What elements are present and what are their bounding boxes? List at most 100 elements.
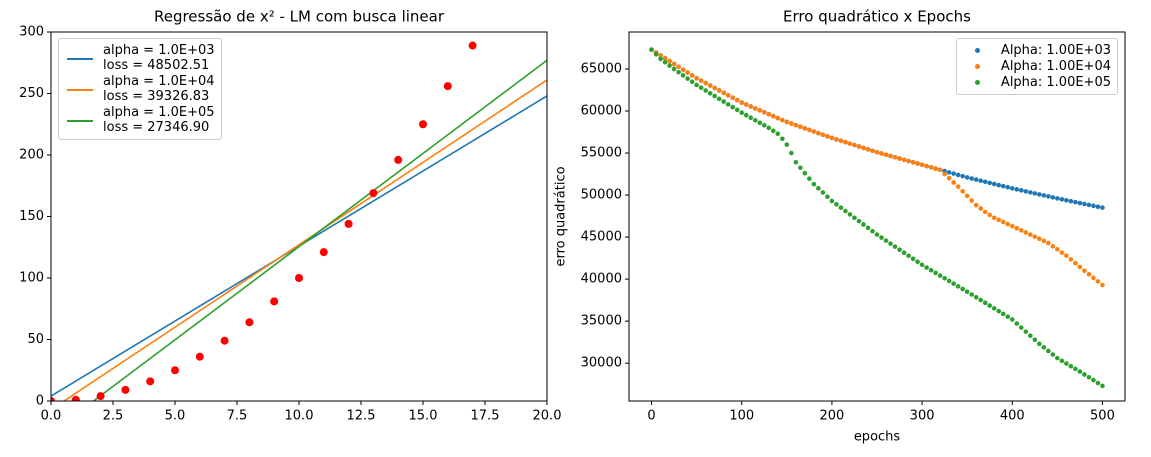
data-point xyxy=(802,126,808,131)
x-tick-label: 100 xyxy=(729,409,754,424)
data-point xyxy=(245,318,254,327)
data-point xyxy=(960,286,965,292)
data-point xyxy=(960,188,965,194)
data-point xyxy=(780,136,785,142)
data-point xyxy=(973,202,979,208)
data-point xyxy=(1009,186,1015,191)
y-tick-label: 60000 xyxy=(581,104,622,119)
data-point xyxy=(784,119,790,125)
data-point xyxy=(1005,314,1011,319)
legend-entry: Alpha: 1.00E+03 xyxy=(963,43,1111,58)
data-point xyxy=(910,159,916,165)
data-point xyxy=(698,78,704,83)
data-point xyxy=(991,181,997,187)
data-point xyxy=(1014,225,1020,231)
data-point xyxy=(766,125,772,131)
data-point xyxy=(919,162,925,168)
data-point xyxy=(671,61,677,67)
data-point xyxy=(721,90,726,96)
data-point xyxy=(1028,190,1033,195)
y-tick-label: 50000 xyxy=(581,188,622,203)
data-point xyxy=(703,88,708,93)
x-tick-label: 300 xyxy=(910,409,935,424)
data-point xyxy=(901,157,907,163)
data-point xyxy=(757,120,763,126)
legend-label: alpha = 1.0E+05 loss = 27346.90 xyxy=(103,105,215,135)
data-point xyxy=(973,294,979,300)
data-point xyxy=(1009,317,1015,322)
data-point xyxy=(969,176,974,181)
legend-swatch xyxy=(65,82,95,97)
data-point xyxy=(1050,244,1056,249)
data-point xyxy=(712,93,717,99)
data-point xyxy=(703,80,708,86)
data-point xyxy=(770,113,776,119)
x-tick-label: 2.5 xyxy=(103,409,124,424)
data-point xyxy=(676,69,681,75)
data-point xyxy=(1014,321,1020,326)
y-tick-label: 45000 xyxy=(581,230,622,245)
data-point xyxy=(955,172,961,178)
data-point xyxy=(906,253,911,259)
data-point xyxy=(811,181,817,187)
data-point xyxy=(1041,345,1047,350)
legend-entry: Alpha: 1.00E+04 xyxy=(963,59,1111,74)
data-point xyxy=(689,73,695,78)
data-point xyxy=(897,156,902,161)
data-point xyxy=(991,306,997,311)
data-point xyxy=(121,385,130,394)
data-point xyxy=(1077,200,1083,206)
data-point xyxy=(978,178,984,183)
data-point xyxy=(1073,366,1078,372)
data-point xyxy=(978,297,984,303)
legend-label: alpha = 1.0E+04 loss = 39326.83 xyxy=(103,74,215,104)
data-point xyxy=(1050,195,1056,200)
data-point xyxy=(1064,361,1069,366)
data-point xyxy=(865,225,871,231)
data-point xyxy=(811,129,817,134)
data-point xyxy=(1095,204,1101,210)
data-point xyxy=(743,102,749,107)
data-point xyxy=(861,222,866,227)
data-point xyxy=(991,215,997,221)
data-point xyxy=(1100,205,1105,210)
data-point xyxy=(964,289,970,295)
data-point xyxy=(770,128,776,134)
swatch-dot xyxy=(974,80,980,85)
data-point xyxy=(694,82,699,88)
data-point xyxy=(942,171,947,177)
data-point xyxy=(996,182,1002,188)
data-point xyxy=(933,270,938,276)
data-point xyxy=(468,41,477,50)
data-point xyxy=(1059,250,1065,255)
data-point xyxy=(847,141,853,146)
data-point xyxy=(667,63,672,68)
data-point xyxy=(295,274,303,282)
data-point xyxy=(793,122,799,128)
data-point xyxy=(319,248,328,257)
data-point xyxy=(1055,196,1060,201)
swatch-dot xyxy=(974,48,980,53)
data-point xyxy=(51,397,55,401)
data-point xyxy=(761,109,767,115)
legend-swatch xyxy=(65,51,95,66)
data-point xyxy=(658,56,663,62)
data-point xyxy=(1055,246,1060,252)
data-point xyxy=(942,275,947,281)
data-point xyxy=(1073,260,1078,266)
data-point xyxy=(946,278,952,284)
legend-entry: alpha = 1.0E+05 loss = 27346.90 xyxy=(65,105,215,135)
data-point xyxy=(937,273,943,278)
data-point xyxy=(964,175,970,180)
legend-entry: Alpha: 1.00E+05 xyxy=(963,75,1111,90)
data-point xyxy=(1082,268,1087,274)
data-point xyxy=(734,97,740,103)
data-point xyxy=(798,165,803,171)
data-point xyxy=(978,206,984,211)
data-point xyxy=(1064,253,1069,258)
data-point xyxy=(838,138,844,144)
data-point xyxy=(1000,183,1006,189)
data-point xyxy=(928,267,934,273)
data-point xyxy=(1068,363,1074,369)
data-point xyxy=(707,83,713,88)
